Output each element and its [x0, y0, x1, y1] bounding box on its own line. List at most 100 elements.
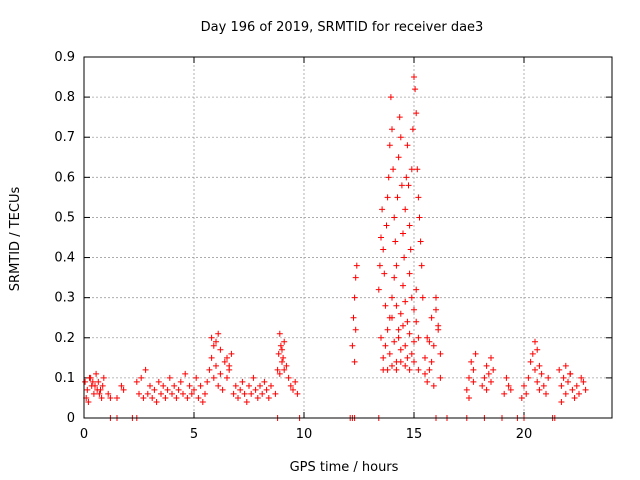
data-point — [422, 354, 428, 361]
data-point — [276, 330, 283, 337]
data-point — [202, 390, 208, 397]
data-point — [543, 390, 549, 397]
data-point — [85, 398, 92, 405]
data-point — [140, 394, 147, 401]
data-point — [350, 314, 357, 321]
data-point — [406, 366, 413, 373]
data-point — [396, 114, 403, 121]
data-point — [567, 370, 574, 377]
data-point — [133, 378, 140, 385]
data-point — [351, 294, 358, 301]
data-point — [413, 318, 420, 325]
data-point — [428, 314, 435, 321]
data-point — [433, 294, 439, 301]
data-point — [379, 206, 386, 213]
data-point — [488, 354, 494, 361]
data-point — [382, 342, 389, 349]
y-tick-label: 0.4 — [54, 251, 75, 266]
data-point — [490, 366, 497, 373]
data-point — [419, 294, 426, 301]
data-point — [136, 390, 142, 397]
data-point — [488, 378, 494, 385]
data-point — [268, 382, 274, 389]
data-point — [213, 362, 219, 369]
data-point — [182, 370, 189, 377]
x-tick-label: 15 — [406, 427, 423, 442]
data-point — [281, 366, 288, 373]
data-point — [228, 350, 235, 357]
data-point — [393, 366, 400, 373]
data-point — [380, 354, 387, 361]
data-point — [391, 214, 398, 221]
data-point — [408, 350, 415, 357]
data-point — [195, 394, 202, 401]
data-point — [204, 378, 211, 385]
data-point — [401, 254, 408, 261]
data-point — [536, 386, 543, 393]
data-point — [527, 358, 534, 365]
data-point — [217, 346, 224, 353]
data-point — [505, 382, 512, 389]
data-point — [380, 246, 387, 253]
data-point — [153, 398, 160, 405]
data-point — [402, 362, 409, 369]
chart-title: Day 196 of 2019, SRMTID for receiver dae… — [201, 20, 484, 35]
data-point — [397, 358, 404, 365]
data-point — [430, 382, 437, 389]
data-point — [144, 390, 151, 397]
data-point — [402, 298, 409, 305]
data-point — [481, 374, 488, 381]
data-point — [243, 398, 250, 405]
data-point — [252, 386, 259, 393]
data-point — [230, 390, 237, 397]
data-point — [142, 366, 149, 373]
data-point — [294, 390, 301, 397]
data-point — [164, 386, 171, 393]
data-point — [395, 334, 402, 341]
data-point — [213, 338, 219, 345]
data-point — [254, 394, 261, 401]
data-point — [437, 350, 444, 357]
data-point — [534, 346, 541, 353]
data-point — [479, 382, 486, 389]
data-point — [558, 382, 565, 389]
data-point — [416, 214, 423, 221]
data-point — [470, 378, 477, 385]
data-point — [395, 154, 402, 161]
data-point — [208, 354, 215, 361]
data-point — [175, 386, 182, 393]
x-tick-label: 5 — [190, 427, 198, 442]
data-point — [400, 282, 406, 289]
data-point — [406, 222, 413, 229]
data-point — [82, 378, 89, 385]
data-point — [96, 390, 103, 397]
data-point — [417, 238, 424, 245]
data-point — [171, 382, 178, 389]
data-point — [536, 362, 543, 369]
data-point — [349, 342, 356, 349]
data-point — [582, 386, 589, 393]
y-tick-label: 0 — [67, 411, 75, 426]
data-point — [501, 390, 508, 397]
data-point — [393, 262, 400, 269]
data-point — [287, 382, 294, 389]
data-point — [180, 390, 186, 397]
data-point — [276, 370, 283, 377]
data-point — [403, 174, 410, 181]
data-point — [149, 394, 156, 401]
data-point — [215, 330, 222, 337]
data-point — [415, 334, 422, 341]
data-point — [394, 194, 401, 201]
data-point — [472, 350, 479, 357]
data-point — [237, 386, 244, 393]
data-point — [120, 386, 127, 393]
gridlines — [84, 57, 612, 418]
data-point — [400, 322, 406, 329]
data-point — [261, 378, 268, 385]
data-point — [466, 374, 472, 381]
data-point — [383, 222, 390, 229]
data-point — [280, 354, 287, 361]
data-point — [138, 374, 145, 381]
data-point — [275, 350, 282, 357]
